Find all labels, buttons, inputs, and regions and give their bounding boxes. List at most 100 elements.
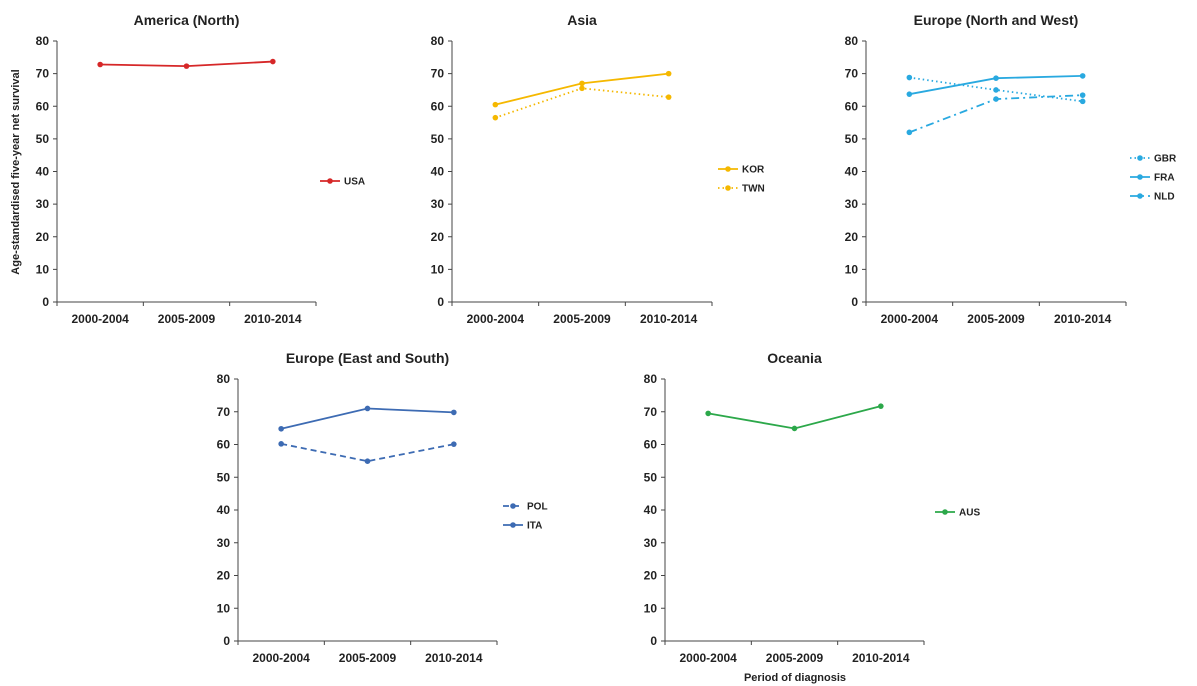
y-tick-label: 20 [431,230,445,244]
x-tick-label: 2010-2014 [1054,312,1112,326]
data-point [906,74,913,81]
data-point [278,425,284,432]
y-tick-label: 40 [845,165,859,179]
panel-oceania: Oceania 0 10 20 30 40 50 60 70 80 2000-2004 2005-20… [644,350,981,665]
y-tick-label: 50 [36,132,50,146]
y-tick-label: 30 [36,197,50,211]
x-tick-label: 2000-2004 [252,651,310,665]
legend-marker [510,522,516,528]
panel-title: Europe (North and West) [914,12,1079,28]
x-tick-label: 2000-2004 [71,312,129,326]
x-tick-label: 2000-2004 [467,312,525,326]
legend-item-pol: POL [503,502,548,513]
y-tick-label: 60 [644,438,658,452]
legend-marker [1137,174,1143,180]
x-tick-label: 2010-2014 [852,651,910,665]
series-fra [906,73,1086,97]
panel-asia: Asia 0 10 20 30 40 50 60 70 80 2000-2004 2005-2009 2… [431,12,765,326]
data-point [492,114,499,121]
y-tick-label: 50 [644,470,658,484]
y-tick-label: 0 [851,295,858,309]
y-tick-label: 20 [217,569,231,583]
legend-marker [725,166,731,172]
y-tick-label: 20 [36,230,50,244]
legend-item-nld: NLD [1130,192,1175,203]
data-point [278,441,284,447]
data-point [1079,73,1086,79]
series-line [280,407,454,430]
data-point [1079,98,1086,105]
y-tick-label: 10 [36,262,50,276]
x-axis-label: Period of diagnosis [744,672,846,684]
legend-label: AUS [959,508,980,519]
series-pol [278,441,457,465]
y-tick-label: 40 [217,503,231,517]
panel-title: Europe (East and South) [286,350,449,366]
y-tick-label: 30 [217,536,231,550]
data-point [705,410,711,417]
y-tick-label: 0 [650,634,657,648]
legend-label: TWN [742,184,765,195]
data-point [270,58,276,65]
data-point [993,96,999,102]
x-tick-label: 2005-2009 [158,312,216,326]
y-tick-label: 50 [217,470,231,484]
x-tick-label: 2010-2014 [425,651,483,665]
y-tick-label: 80 [644,372,658,386]
y-tick-label: 0 [223,634,230,648]
y-tick-label: 10 [217,601,231,615]
y-tick-label: 60 [845,99,859,113]
legend-label: USA [344,177,365,188]
x-tick-label: 2010-2014 [244,312,302,326]
legend-item-aus: AUS [935,508,980,519]
y-tick-label: 0 [437,295,444,309]
y-tick-label: 70 [36,67,50,81]
y-tick-label: 10 [644,601,658,615]
y-tick-label: 20 [644,569,658,583]
y-axis-label: Age-standardised five-year net survival [10,69,22,274]
y-tick-label: 70 [217,405,231,419]
series-usa [97,58,276,69]
y-tick-label: 60 [431,99,445,113]
x-tick-label: 2005-2009 [766,651,824,665]
series-aus [705,403,884,432]
data-point [97,61,103,68]
data-point [878,403,884,409]
legend-item-usa: USA [320,177,365,188]
y-tick-label: 10 [431,262,445,276]
y-tick-label: 40 [644,503,658,517]
y-tick-label: 80 [217,372,231,386]
legend-item-kor: KOR [718,165,765,176]
legend-marker [510,503,516,509]
panel-title: Oceania [767,350,822,366]
y-tick-label: 30 [431,197,445,211]
y-tick-label: 80 [36,34,50,48]
data-point [993,75,999,81]
series-gbr [906,74,1086,105]
y-tick-label: 30 [644,536,658,550]
legend-item-ita: ITA [503,521,542,532]
series-nld [906,92,1086,136]
data-point [579,80,585,87]
legend-item-gbr: GBR [1130,154,1177,165]
series-ita [278,405,457,432]
legend-item-fra: FRA [1130,173,1175,184]
panel-title: America (North) [134,12,240,28]
y-tick-label: 40 [36,165,50,179]
x-tick-label: 2000-2004 [679,651,737,665]
legend-label: ITA [527,521,542,532]
x-tick-label: 2000-2004 [881,312,939,326]
data-point [906,91,913,97]
legend-marker [1137,193,1143,199]
y-tick-label: 50 [845,132,859,146]
y-tick-label: 50 [431,132,445,146]
data-point [364,458,371,465]
panel-title: Asia [567,12,597,28]
panel-europe-east-and-south: Europe (East and South) 0 10 20 30 40 50 60 70 80… [217,350,548,665]
y-tick-label: 80 [845,34,859,48]
y-tick-label: 80 [431,34,445,48]
data-point [993,87,999,93]
legend-marker [725,185,731,191]
x-tick-label: 2010-2014 [640,312,698,326]
